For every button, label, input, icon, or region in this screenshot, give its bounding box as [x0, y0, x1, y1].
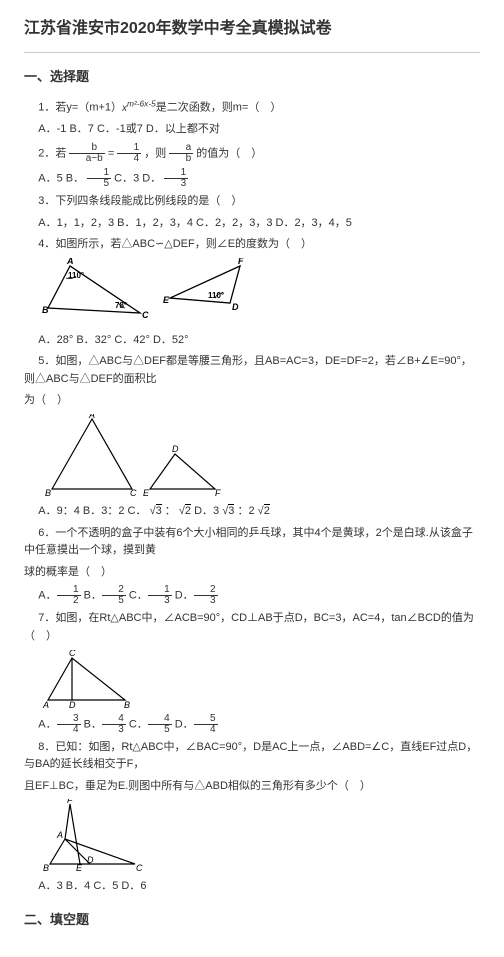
svg-text:B: B	[124, 700, 130, 710]
q7-oc: C．	[129, 718, 148, 730]
svg-text:A: A	[42, 700, 49, 710]
q4-text: 4．如图所示，若△ABC∽△DEF，则∠E的度数为（ ）	[24, 236, 480, 254]
svg-text:E: E	[143, 488, 150, 498]
q5-sqrt4: √2	[258, 504, 270, 517]
svg-text:A: A	[66, 258, 74, 266]
q2-of1: 15	[87, 168, 111, 189]
q7-ob: B．	[84, 718, 102, 730]
q4-figure: A B C F E D 110° 78° 110°	[40, 258, 480, 328]
q3-options: A．1，1，2，3 B．1，2，3，4 C．2，2，3，3 D．2，3，4，5	[24, 215, 480, 233]
svg-text:D: D	[172, 444, 179, 454]
svg-text:C: C	[69, 650, 76, 658]
q1-text-b: 是二次函数，则m=（ ）	[156, 102, 282, 114]
svg-text:E: E	[76, 863, 83, 873]
svg-text:B: B	[45, 488, 51, 498]
svg-text:78°: 78°	[115, 301, 127, 310]
q1-text-a: 1．若y=（m+1）	[38, 102, 122, 114]
q8-a: 8．已知：如图，Rt△ABC中，∠BAC=90°，D是AC上一点，∠ABD=∠C…	[24, 741, 477, 771]
q5-text-b: 为（ ）	[24, 392, 480, 410]
svg-text:B: B	[43, 863, 49, 873]
q5-text-a: 5．如图，△ABC与△DEF都是等腰三角形，且AB=AC=3，DE=DF=2，若…	[24, 355, 472, 385]
q2-frac2: 14	[117, 143, 141, 164]
q6-od: D．	[175, 590, 194, 602]
svg-text:E: E	[163, 295, 170, 305]
svg-text:F: F	[238, 258, 244, 266]
q5-ob: ：	[165, 505, 176, 517]
svg-text:C: C	[130, 488, 137, 498]
q7-od: D．	[175, 718, 194, 730]
q7-figure: A B C D	[40, 650, 480, 710]
q2-oa: A．5 B．	[38, 172, 84, 184]
section-2-header: 二、填空题	[24, 910, 480, 931]
svg-text:F: F	[67, 799, 73, 805]
svg-text:D: D	[232, 302, 239, 312]
q3-text: 3．下列四条线段能成比例线段的是（ ）	[24, 193, 480, 211]
q6-text: 6．一个不透明的盒子中装有6个大小相同的乒乓球，其中4个是黄球，2个是白球.从该…	[24, 525, 480, 560]
q5-od: ：2	[237, 505, 254, 517]
q7-options: A．34 B．43 C．45 D．54	[24, 714, 480, 735]
q5-sqrt1: √3	[150, 504, 162, 517]
q2-frac1: ba−b	[69, 143, 104, 164]
q6-a: 6．一个不透明的盒子中装有6个大小相同的乒乓球，其中4个是黄球，2个是白球.从该…	[24, 527, 473, 557]
q5-text: 5．如图，△ABC与△DEF都是等腰三角形，且AB=AC=3，DE=DF=2，若…	[24, 353, 480, 388]
q6-oa: A．	[38, 590, 56, 602]
q2-d: 的值为（ ）	[196, 147, 262, 159]
svg-text:F: F	[215, 488, 221, 498]
q2-frac3: ab	[169, 143, 193, 164]
q8-text: 8．已知：如图，Rt△ABC中，∠BAC=90°，D是AC上一点，∠ABD=∠C…	[24, 739, 480, 774]
q2-ob: C．3 D．	[114, 172, 161, 184]
q7-text: 7．如图，在Rt△ABC中，∠ACB=90°，CD⊥AB于点D，BC=3，AC=…	[24, 610, 480, 645]
q5-figure: A B C D E F	[40, 414, 480, 499]
q5-sqrt2: √2	[179, 504, 191, 517]
q8-figure: A B C D E F	[40, 799, 480, 874]
q5-oc: D．3	[194, 505, 219, 517]
q6-ob: B．	[84, 590, 102, 602]
q5-sqrt3: √3	[222, 504, 234, 517]
q6-text-b: 球的概率是（ ）	[24, 564, 480, 582]
svg-text:A: A	[88, 414, 95, 420]
svg-text:D: D	[69, 700, 76, 710]
svg-text:C: C	[142, 310, 149, 320]
q5-options: A．9：4 B．3：2 C． √3 ： √2 D．3 √3 ：2 √2	[24, 503, 480, 521]
q2-a: 2．若	[38, 147, 69, 159]
q1-text: 1．若y=（m+1）xm²-6x-5是二次函数，则m=（ ）	[24, 97, 480, 117]
q8-text-b: 且EF⊥BC，垂足为E.则图中所有与△ABD相似的三角形有多少个（ ）	[24, 778, 480, 796]
svg-text:A: A	[56, 830, 63, 840]
q1-options: A．-1 B．7 C．-1或7 D．以上都不对	[24, 121, 480, 139]
q7-oa: A．	[38, 718, 56, 730]
q8-options: A．3 B．4 C．5 D．6	[24, 878, 480, 896]
svg-text:D: D	[87, 855, 94, 865]
q6-options: A．12 B．25 C．13 D．23	[24, 585, 480, 606]
q5-oa: A．9：4 B．3：2 C．	[38, 505, 146, 517]
q6-oc: C．	[129, 590, 148, 602]
q2-b: =	[108, 147, 117, 159]
q4-options: A．28° B．32° C．42° D．52°	[24, 332, 480, 350]
section-1-header: 一、选择题	[24, 67, 480, 88]
svg-text:C: C	[136, 863, 143, 873]
q2-options: A．5 B． 15 C．3 D． 13	[24, 168, 480, 189]
page-title: 江苏省淮安市2020年数学中考全真模拟试卷	[24, 16, 480, 53]
q2-c: ，则	[144, 147, 169, 159]
q1-exp: xm²-6x-5	[122, 103, 156, 114]
svg-text:B: B	[42, 305, 49, 315]
q2-of2: 13	[164, 168, 188, 189]
q2-text: 2．若 ba−b = 14 ，则 ab 的值为（ ）	[24, 143, 480, 164]
